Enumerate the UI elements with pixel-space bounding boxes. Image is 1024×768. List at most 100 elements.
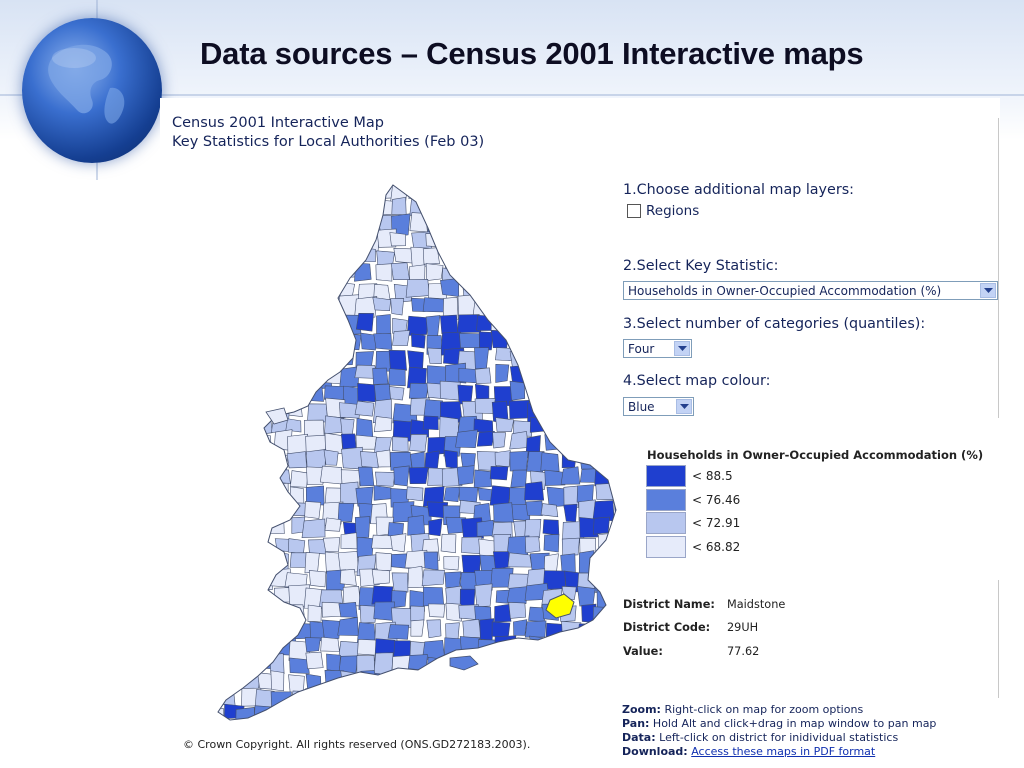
district-cell[interactable]	[270, 260, 286, 281]
district-cell[interactable]	[220, 278, 237, 295]
district-cell[interactable]	[202, 316, 222, 340]
district-cell[interactable]	[596, 584, 613, 609]
district-cell[interactable]	[322, 226, 341, 248]
district-cell[interactable]	[287, 280, 302, 301]
district-cell[interactable]	[609, 250, 618, 271]
district-cell[interactable]	[473, 705, 493, 723]
district-cell[interactable]	[340, 333, 362, 351]
district-cell[interactable]	[258, 263, 281, 280]
district-cell[interactable]	[201, 584, 223, 602]
district-cell[interactable]	[308, 570, 327, 588]
district-cell[interactable]	[511, 722, 530, 730]
district-cell[interactable]	[324, 517, 342, 532]
district-cell[interactable]	[410, 619, 425, 637]
district-cell[interactable]	[256, 210, 276, 227]
district-cell[interactable]	[524, 620, 547, 638]
district-cell[interactable]	[557, 725, 580, 730]
district-cell[interactable]	[356, 719, 373, 730]
district-cell[interactable]	[508, 278, 533, 297]
district-cell[interactable]	[205, 214, 226, 237]
district-cell[interactable]	[389, 671, 406, 694]
district-cell[interactable]	[559, 707, 574, 729]
district-cell[interactable]	[540, 503, 559, 518]
district-cell[interactable]	[371, 585, 394, 605]
district-cell[interactable]	[325, 267, 346, 285]
district-cell[interactable]	[373, 485, 392, 501]
district-cell[interactable]	[204, 449, 224, 471]
district-cell[interactable]	[256, 605, 272, 622]
district-cell[interactable]	[510, 469, 528, 488]
district-cell[interactable]	[321, 619, 341, 640]
district-cell[interactable]	[560, 553, 576, 574]
district-cell[interactable]	[307, 604, 322, 622]
district-cell[interactable]	[576, 686, 600, 703]
district-cell[interactable]	[423, 551, 439, 571]
district-cell[interactable]	[478, 280, 495, 299]
district-cell[interactable]	[456, 248, 474, 264]
district-cell[interactable]	[408, 724, 427, 730]
district-cell[interactable]	[458, 486, 479, 503]
district-cell[interactable]	[492, 551, 511, 569]
district-cell[interactable]	[290, 470, 309, 488]
district-cell[interactable]	[508, 400, 530, 420]
district-cell[interactable]	[546, 651, 568, 671]
district-cell[interactable]	[575, 397, 597, 418]
district-cell[interactable]	[422, 195, 441, 214]
district-cell[interactable]	[563, 503, 578, 523]
district-cell[interactable]	[592, 435, 616, 453]
district-cell[interactable]	[443, 556, 460, 571]
district-cell[interactable]	[508, 688, 532, 708]
district-cell[interactable]	[542, 519, 560, 536]
district-cell[interactable]	[373, 691, 395, 713]
district-cell[interactable]	[390, 298, 405, 316]
district-cell[interactable]	[525, 500, 543, 516]
district-cell[interactable]	[426, 619, 442, 639]
district-cell[interactable]	[512, 232, 532, 250]
district-cell[interactable]	[393, 465, 410, 487]
district-cell[interactable]	[255, 448, 270, 472]
district-cell[interactable]	[290, 195, 306, 211]
district-cell[interactable]	[188, 485, 203, 501]
district-cell[interactable]	[612, 398, 618, 419]
district-cell[interactable]	[270, 691, 292, 713]
district-cell[interactable]	[611, 621, 618, 640]
district-cell[interactable]	[285, 418, 302, 433]
district-cell[interactable]	[444, 248, 465, 272]
district-cell[interactable]	[188, 603, 205, 622]
district-cell[interactable]	[188, 706, 205, 730]
district-cell[interactable]	[188, 636, 205, 653]
district-cell[interactable]	[597, 297, 618, 316]
district-cell[interactable]	[206, 465, 227, 483]
district-cell[interactable]	[288, 538, 306, 554]
district-cell[interactable]	[255, 637, 274, 655]
district-cell[interactable]	[221, 180, 238, 196]
district-cell[interactable]	[253, 537, 270, 556]
district-cell[interactable]	[254, 433, 272, 451]
district-cell[interactable]	[188, 535, 208, 553]
district-cell[interactable]	[354, 707, 376, 721]
district-cell[interactable]	[475, 180, 496, 194]
district-cell[interactable]	[188, 234, 209, 254]
district-cell[interactable]	[288, 706, 311, 721]
district-cell[interactable]	[439, 180, 459, 195]
district-cell[interactable]	[425, 263, 444, 282]
district-cell[interactable]	[306, 250, 325, 270]
district-cell[interactable]	[544, 232, 563, 251]
district-cell[interactable]	[239, 554, 258, 576]
district-cell[interactable]	[439, 380, 461, 401]
district-cell[interactable]	[407, 565, 424, 588]
district-cell[interactable]	[579, 414, 595, 434]
district-cell[interactable]	[612, 347, 618, 366]
district-cell[interactable]	[462, 619, 482, 639]
district-cell[interactable]	[576, 653, 599, 670]
district-cell[interactable]	[422, 247, 440, 265]
district-cell[interactable]	[271, 197, 292, 212]
district-cell[interactable]	[220, 229, 240, 249]
district-cell[interactable]	[371, 569, 391, 585]
district-cell[interactable]	[544, 212, 570, 234]
district-cell[interactable]	[496, 299, 518, 318]
district-cell[interactable]	[286, 719, 310, 730]
district-cell[interactable]	[221, 368, 243, 386]
district-cell[interactable]	[408, 382, 429, 399]
district-cell[interactable]	[428, 603, 446, 618]
